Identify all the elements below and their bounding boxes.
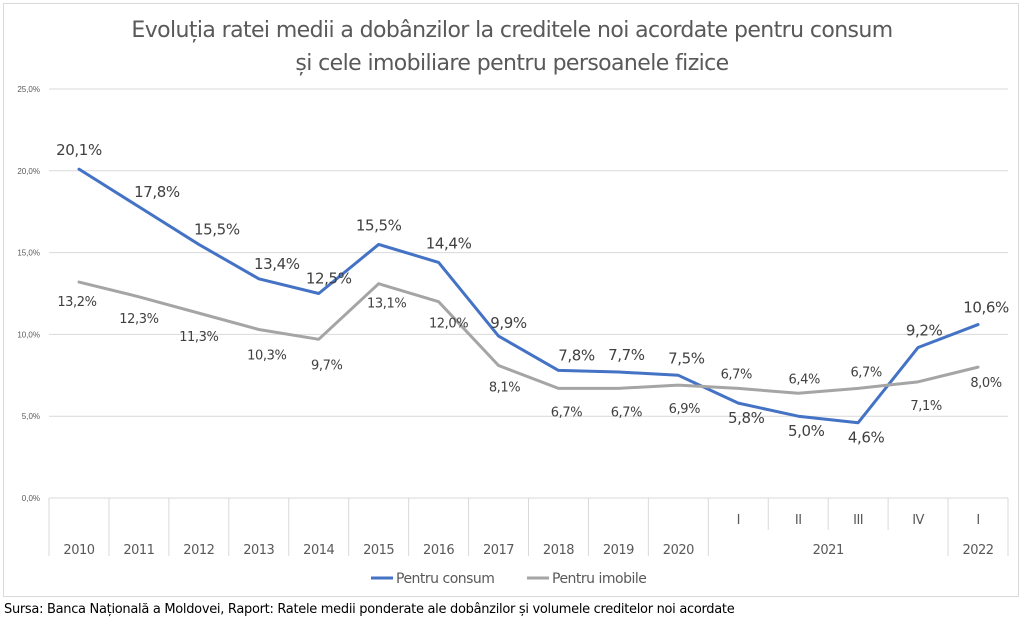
data-label-consum: 5,8% xyxy=(728,409,765,427)
data-label-consum: 20,1% xyxy=(56,141,102,159)
x-tick-label: 2010 xyxy=(63,543,94,558)
y-tick-label: 20,0% xyxy=(17,167,40,176)
data-label-imobile: 6,7% xyxy=(850,365,881,380)
data-label-consum: 14,4% xyxy=(426,234,472,252)
data-label-consum: 15,5% xyxy=(194,220,240,238)
y-tick-label: 15,0% xyxy=(17,249,40,258)
x-tick-label: 2020 xyxy=(663,543,694,558)
x-tick-label: IV xyxy=(912,513,924,528)
legend-label-consum: Pentru consum xyxy=(396,571,494,587)
data-label-consum: 15,5% xyxy=(356,216,402,234)
data-label-imobile: 8,1% xyxy=(489,380,520,395)
y-tick-label: 25,0% xyxy=(17,85,40,94)
x-tick-label: I xyxy=(976,513,979,528)
x-tick-label: 2016 xyxy=(423,543,454,558)
chart-title-block: Evoluția ratei medii a dobânzilor la cre… xyxy=(4,14,1020,80)
x-tick-label: 2014 xyxy=(303,543,334,558)
x-tick-label: 2017 xyxy=(483,543,514,558)
data-label-imobile: 12,3% xyxy=(119,312,158,327)
x-tick-label: 2011 xyxy=(123,543,154,558)
data-label-consum: 12,5% xyxy=(306,270,352,288)
x-tick-label: 2012 xyxy=(183,543,214,558)
data-label-imobile: 12,0% xyxy=(429,317,468,332)
data-label-consum: 7,8% xyxy=(558,346,595,364)
data-label-imobile: 7,1% xyxy=(910,399,941,414)
data-label-imobile: 6,7% xyxy=(611,405,642,420)
data-label-imobile: 11,3% xyxy=(179,330,218,345)
data-label-consum: 4,6% xyxy=(848,429,885,447)
data-label-imobile: 9,7% xyxy=(311,358,342,373)
series-line-imobile xyxy=(77,280,980,395)
data-label-imobile: 6,9% xyxy=(669,402,700,417)
series-line-consum xyxy=(77,167,980,425)
data-label-consum: 13,4% xyxy=(254,255,300,273)
x-tick-label: III xyxy=(853,513,863,528)
data-label-consum: 9,9% xyxy=(490,314,527,332)
data-label-consum: 17,8% xyxy=(134,183,180,201)
line-chart: 0,0% 5,0% 10,0% 15,0% 20,0% 25,0% 2010 2011 2012… xyxy=(17,85,1009,587)
x-tick-label: 2013 xyxy=(243,543,274,558)
chart-subtitle: și cele imobiliare pentru persoanele fiz… xyxy=(295,51,729,76)
data-label-imobile: 13,1% xyxy=(367,297,406,312)
y-tick-label: 10,0% xyxy=(17,330,40,339)
source-note: Sursa: Banca Națională a Moldovei, Rapor… xyxy=(4,602,735,617)
chart-title: Evoluția ratei medii a dobânzilor la cre… xyxy=(131,18,893,43)
x-tick-label: II xyxy=(795,513,802,528)
x-tick-label: 2019 xyxy=(603,543,634,558)
x-tick-label: I xyxy=(737,513,740,528)
legend-label-imobile: Pentru imobile xyxy=(552,571,646,587)
data-label-imobile: 6,7% xyxy=(721,367,752,382)
data-label-consum: 7,7% xyxy=(608,346,645,364)
data-label-consum: 9,2% xyxy=(906,321,943,339)
x-group-label: 2022 xyxy=(962,543,993,558)
data-label-imobile: 13,2% xyxy=(57,295,96,310)
x-tick-label: 2018 xyxy=(543,543,574,558)
data-label-imobile: 6,4% xyxy=(789,372,820,387)
data-label-imobile: 6,7% xyxy=(551,405,582,420)
data-label-imobile: 8,0% xyxy=(970,376,1001,391)
data-label-consum: 5,0% xyxy=(788,422,825,440)
data-label-consum: 7,5% xyxy=(668,349,705,367)
data-label-consum: 10,6% xyxy=(963,299,1009,317)
y-tick-label: 0,0% xyxy=(22,494,40,503)
x-group-label: 2021 xyxy=(813,543,844,558)
data-label-imobile: 10,3% xyxy=(247,348,286,363)
x-tick-label: 2015 xyxy=(363,543,394,558)
y-tick-label: 5,0% xyxy=(22,412,40,421)
